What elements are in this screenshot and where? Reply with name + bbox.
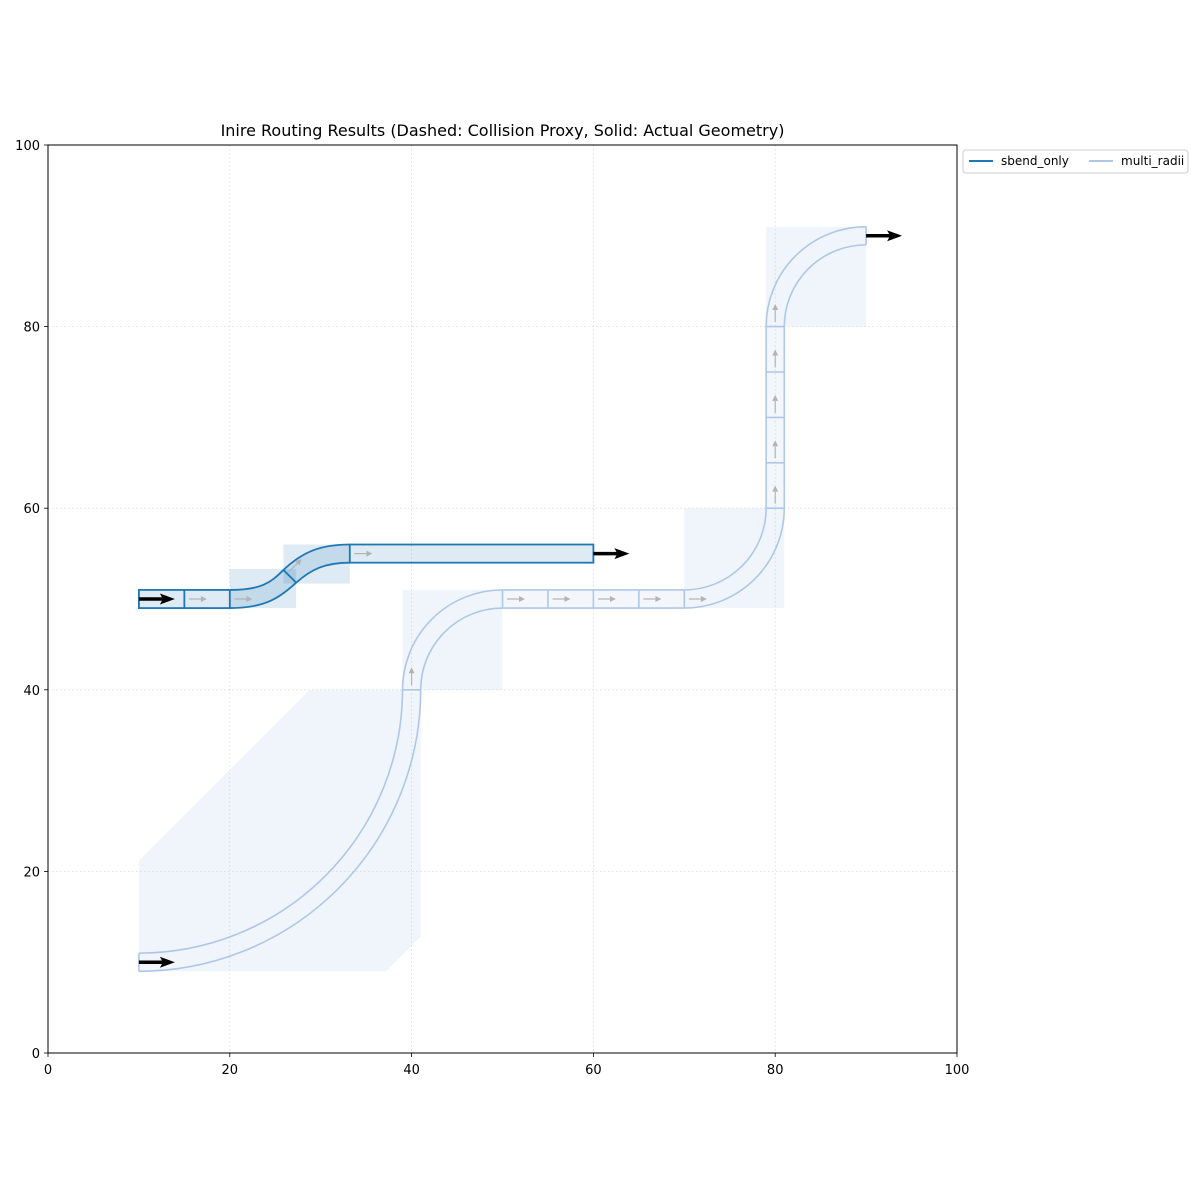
direction-arrow-sbend-only-head (246, 596, 253, 602)
direction-arrow-sbend-only (288, 562, 298, 573)
y-tick-label: 40 (23, 684, 40, 699)
x-tick-label: 0 (44, 1063, 52, 1078)
x-tick-label: 100 (945, 1063, 970, 1078)
waveguide-edge-multi-radii (765, 225, 867, 327)
waveguide-edge-multi-radii (684, 508, 786, 609)
waveguide-segment-boundary-sbend-only (282, 569, 297, 584)
x-tick-label: 60 (585, 1063, 602, 1078)
y-tick-label: 0 (32, 1047, 40, 1062)
direction-arrow-multi-radii-head (564, 596, 571, 602)
y-tick-label: 60 (23, 502, 40, 517)
waveguide-edge-multi-radii (138, 689, 404, 954)
direction-arrow-multi-radii-head (772, 485, 779, 492)
x-tick-label: 40 (403, 1063, 420, 1078)
x-tick-label: 80 (767, 1063, 784, 1078)
proxy-box-multi-radii (766, 226, 867, 327)
waveguide-body-sbend-only (348, 543, 595, 564)
waveguide-edge-multi-radii (419, 607, 503, 690)
legend: sbend_only multi_radii (962, 149, 1189, 174)
direction-arrow-multi-radii-head (609, 596, 616, 602)
routes (137, 225, 867, 973)
direction-arrow-sbend-only-head (200, 596, 207, 602)
direction-arrow-multi-radii-head (772, 394, 779, 401)
port-arrow-start-multi-radii-head (159, 956, 175, 968)
direction-arrows (138, 230, 903, 968)
direction-arrow-multi-radii-head (700, 596, 707, 602)
x-tick-label: 20 (222, 1063, 239, 1078)
waveguide-edge-multi-radii (783, 244, 867, 327)
waveguide-fill-sbend-only (229, 544, 350, 609)
collision-proxies (138, 226, 867, 972)
chart-title: Inire Routing Results (Dashed: Collision… (221, 121, 785, 140)
legend-frame (962, 149, 1189, 174)
direction-arrow-sbend-only-head (295, 559, 302, 566)
waveguide-edge-multi-radii (138, 689, 422, 973)
grid (48, 145, 957, 1053)
direction-arrow-multi-radii-head (772, 304, 779, 311)
direction-arrow-multi-radii-head (772, 349, 779, 356)
direction-arrow-multi-radii-head (655, 596, 662, 602)
axes-frame (47, 144, 958, 1054)
direction-arrow-sbend-only-head (366, 550, 373, 557)
proxy-region-multi-radii (138, 689, 421, 972)
port-arrow-start-sbend-only-head (159, 593, 175, 605)
axis-ticks: 0 20 40 60 80 100 0 20 40 60 80 100 (15, 139, 969, 1078)
port-arrow-end-multi-radii-head (887, 230, 903, 242)
proxy-box-multi-radii (402, 589, 503, 690)
y-tick-label: 80 (23, 321, 40, 336)
proxy-box-multi-radii (684, 508, 785, 609)
direction-arrow-multi-radii-head (519, 596, 526, 602)
direction-arrow-multi-radii-head (772, 440, 779, 447)
port-arrow-end-sbend-only-head (614, 548, 630, 560)
y-tick-label: 20 (23, 865, 40, 880)
legend-label-multi-radii: multi_radii (1121, 154, 1184, 168)
waveguide-edge-multi-radii (684, 508, 767, 591)
direction-arrow-multi-radii-head (408, 667, 415, 674)
legend-label-sbend-only: sbend_only (1001, 154, 1069, 168)
proxy-box-sbend-only (229, 569, 297, 609)
y-tick-label: 100 (15, 139, 40, 154)
waveguide-edge-multi-radii (401, 589, 503, 690)
